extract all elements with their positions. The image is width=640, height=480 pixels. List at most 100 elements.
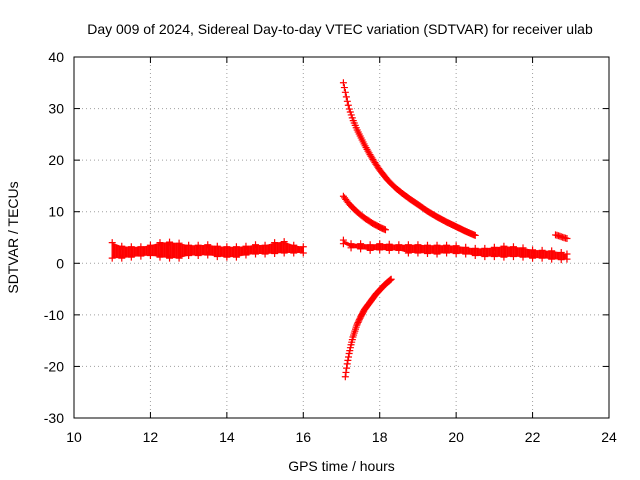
- y-tick-label: 20: [48, 152, 64, 168]
- data-point: [185, 252, 193, 260]
- data-point: [213, 253, 221, 261]
- data-point: [280, 249, 288, 257]
- data-point: [509, 243, 517, 251]
- data-point: [340, 84, 348, 92]
- x-tick-label: 16: [295, 429, 311, 445]
- data-point: [343, 364, 351, 372]
- data-point: [404, 249, 412, 257]
- data-point: [500, 253, 508, 261]
- data-point: [509, 253, 517, 261]
- x-tick-label: 20: [448, 429, 464, 445]
- series-short-arc-from-13: [339, 192, 389, 234]
- data-point: [290, 249, 298, 257]
- x-tick-label: 18: [372, 429, 388, 445]
- data-point: [381, 226, 389, 234]
- x-tick-label: 22: [525, 429, 541, 445]
- x-tick-label: 24: [601, 429, 617, 445]
- data-point: [385, 246, 393, 254]
- data-point: [232, 243, 240, 251]
- data-point: [280, 238, 288, 246]
- data-point: [166, 254, 174, 262]
- data-point: [452, 242, 460, 250]
- data-point: [462, 250, 470, 258]
- series-late-segment-22-6-22-9h: [552, 231, 571, 243]
- data-point: [529, 246, 537, 254]
- data-point: [242, 251, 250, 259]
- data-point: [471, 244, 479, 252]
- data-point: [342, 368, 350, 376]
- data-point: [204, 251, 212, 259]
- tick-labels: 10 12 14 16 18 20 22 24 -30 -20 -10 0 10 20 30 40: [44, 49, 617, 445]
- data-point: [357, 245, 365, 253]
- y-tick-label: -10: [44, 307, 64, 323]
- data-point: [232, 253, 240, 261]
- data-point: [299, 243, 307, 251]
- x-axis-label: GPS time / hours: [288, 458, 395, 474]
- data-point: [500, 242, 508, 250]
- data-point: [213, 242, 221, 250]
- data-point: [490, 243, 498, 251]
- data-point: [156, 239, 164, 247]
- data-point: [557, 248, 565, 256]
- data-point: [423, 249, 431, 257]
- data-point: [166, 238, 174, 246]
- data-point: [137, 252, 145, 260]
- data-point: [423, 241, 431, 249]
- y-tick-label: -30: [44, 410, 64, 426]
- y-tick-label: 40: [48, 49, 64, 65]
- data-point: [414, 241, 422, 249]
- data-point: [175, 239, 183, 247]
- series-baseline-band-17-23h: [339, 236, 571, 264]
- data-point: [343, 97, 351, 105]
- y-tick-label: 0: [56, 255, 64, 271]
- data-point: [271, 239, 279, 247]
- data-point: [194, 241, 202, 249]
- data-point: [127, 253, 135, 261]
- data-point: [563, 235, 571, 243]
- data-point: [343, 360, 351, 368]
- data-point: [118, 242, 126, 250]
- data-point: [433, 241, 441, 249]
- data-point: [342, 93, 350, 101]
- series-baseline-band-11-16h: [108, 238, 307, 262]
- data-point: [443, 241, 451, 249]
- data-point: [339, 79, 347, 87]
- data-point: [194, 252, 202, 260]
- chart-title: Day 009 of 2024, Sidereal Day-to-day VTE…: [87, 21, 593, 37]
- data-point: [471, 231, 479, 239]
- data-point: [433, 250, 441, 258]
- data-point: [376, 240, 384, 248]
- data-point: [242, 242, 250, 250]
- data-point: [538, 246, 546, 254]
- data-point: [490, 253, 498, 261]
- data-point: [414, 249, 422, 257]
- data-point: [261, 241, 269, 249]
- series-recovery-arc-from-22: [341, 275, 395, 381]
- data-point: [529, 254, 537, 262]
- y-tick-label: -20: [44, 358, 64, 374]
- plot-frame: [73, 56, 610, 419]
- data-point: [108, 239, 116, 247]
- data-point: [404, 241, 412, 249]
- data-point: [443, 249, 451, 257]
- data-point: [341, 88, 349, 96]
- data-point: [156, 253, 164, 261]
- data-point: [252, 250, 260, 258]
- data-point: [548, 255, 556, 263]
- data-point: [344, 101, 352, 109]
- data-point: [519, 244, 527, 252]
- data-point: [366, 246, 374, 254]
- data-point: [339, 240, 347, 248]
- y-tick-label: 10: [48, 204, 64, 220]
- data-point: [563, 255, 571, 263]
- data-point: [519, 253, 527, 261]
- data-point: [146, 252, 154, 260]
- data-point: [223, 253, 231, 261]
- data-point: [538, 254, 546, 262]
- data-point: [290, 241, 298, 249]
- data-point: [376, 246, 384, 254]
- data-point: [118, 254, 126, 262]
- data-point: [252, 241, 260, 249]
